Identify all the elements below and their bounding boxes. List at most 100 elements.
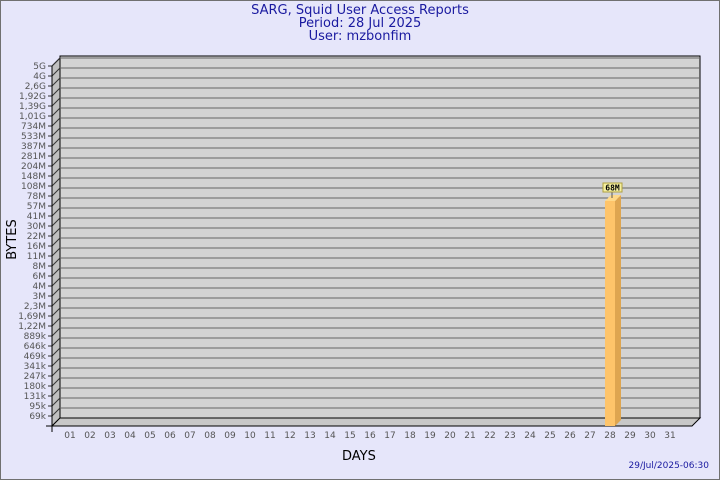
y-tick-label: 30M [27, 222, 46, 232]
x-tick-label: 13 [304, 431, 315, 441]
x-tick-label: 02 [84, 431, 95, 441]
y-tick-depth [51, 317, 61, 327]
y-tick-label: 646k [24, 342, 47, 352]
y-tick-label: 148M [21, 172, 46, 182]
x-tick-label: 03 [104, 431, 115, 441]
y-tick-depth [51, 307, 61, 317]
x-tick-label: 26 [564, 431, 576, 441]
x-tick-label: 19 [424, 431, 436, 441]
x-tick-label: 21 [464, 431, 475, 441]
y-tick-label: 281M [21, 152, 46, 162]
y-tick-label: 734M [21, 122, 46, 132]
y-tick-label: 4M [33, 282, 47, 292]
y-tick-depth [51, 357, 61, 367]
x-tick-label: 24 [524, 431, 536, 441]
y-tick-depth [51, 377, 61, 387]
y-tick-label: 180k [24, 382, 47, 392]
y-tick-label: 1,69M [18, 312, 46, 322]
y-tick-label: 57M [27, 202, 46, 212]
x-tick-label: 22 [484, 431, 495, 441]
y-tick-depth [51, 327, 61, 337]
x-tick-label: 20 [444, 431, 456, 441]
y-tick-label: 533M [21, 132, 46, 142]
y-tick-depth [51, 197, 61, 207]
y-tick-depth [51, 257, 61, 267]
x-tick-label: 15 [344, 431, 355, 441]
y-tick-depth [51, 397, 61, 407]
y-tick-label: 889k [24, 332, 47, 342]
x-tick-label: 17 [384, 431, 395, 441]
y-tick-depth [51, 217, 61, 227]
y-tick-depth [51, 97, 61, 107]
y-tick-depth [51, 57, 61, 67]
y-tick-depth [51, 177, 61, 187]
x-tick-label: 14 [324, 431, 336, 441]
bar-day-28 [605, 201, 615, 426]
y-tick-label: 11M [27, 252, 46, 262]
x-tick-label: 28 [604, 431, 616, 441]
y-tick-depth [51, 237, 61, 247]
y-tick-label: 247k [24, 372, 47, 382]
y-tick-label: 2,6G [25, 82, 46, 92]
y-tick-depth [51, 267, 61, 277]
y-tick-depth [51, 367, 61, 377]
x-tick-label: 30 [644, 431, 656, 441]
y-tick-depth [51, 67, 61, 77]
y-tick-label: 95k [29, 402, 46, 412]
y-tick-depth [51, 187, 61, 197]
generated-timestamp: 29/Jul/2025-06:30 [628, 461, 709, 471]
y-tick-depth [51, 337, 61, 347]
x-tick-label: 31 [664, 431, 675, 441]
y-tick-depth [51, 227, 61, 237]
y-tick-depth [51, 157, 61, 167]
x-tick-label: 01 [64, 431, 75, 441]
y-tick-depth [51, 387, 61, 397]
y-tick-label: 22M [27, 232, 46, 242]
y-tick-depth [51, 277, 61, 287]
y-tick-label: 69k [29, 412, 46, 422]
x-tick-label: 25 [544, 431, 555, 441]
y-tick-label: 341k [24, 362, 47, 372]
y-tick-label: 78M [27, 192, 46, 202]
chart-title: SARG, Squid User Access Reports [251, 3, 469, 18]
bar-value-label-box [602, 182, 623, 193]
x-tick-label: 10 [244, 431, 256, 441]
x-tick-label: 16 [364, 431, 376, 441]
y-tick-label: 469k [24, 352, 47, 362]
y-tick-depth [51, 77, 61, 87]
y-tick-depth [51, 297, 61, 307]
y-tick-label: 41M [27, 212, 46, 222]
y-tick-label: 5G [33, 62, 46, 72]
x-tick-label: 09 [224, 431, 236, 441]
y-tick-depth [51, 247, 61, 257]
plot-floor [50, 417, 702, 427]
y-tick-label: 4G [33, 72, 46, 82]
y-tick-depth [51, 167, 61, 177]
x-axis-title: DAYS [342, 449, 376, 464]
y-tick-label: 2,3M [24, 302, 46, 312]
x-tick-label: 07 [184, 431, 195, 441]
y-tick-label: 6M [33, 272, 47, 282]
x-tick-label: 11 [264, 431, 275, 441]
x-tick-label: 12 [284, 431, 295, 441]
y-tick-depth [51, 347, 61, 357]
x-tick-label: 23 [504, 431, 515, 441]
x-tick-label: 27 [584, 431, 595, 441]
x-tick-label: 08 [204, 431, 216, 441]
y-tick-label: 204M [21, 162, 46, 172]
y-tick-depth [51, 107, 61, 117]
chart-user: User: mzbonfim [308, 29, 412, 44]
bar-top-28 [605, 195, 621, 201]
y-tick-depth [51, 147, 61, 157]
y-tick-label: 1,39G [19, 102, 46, 112]
y-tick-depth [51, 137, 61, 147]
y-tick-depth [51, 117, 61, 127]
y-tick-label: 108M [21, 182, 46, 192]
x-tick-label: 29 [624, 431, 636, 441]
x-tick-label: 05 [144, 431, 155, 441]
y-tick-label: 131k [24, 392, 47, 402]
plot-back-wall [59, 55, 701, 419]
y-tick-depth [51, 287, 61, 297]
y-tick-depth [51, 87, 61, 97]
